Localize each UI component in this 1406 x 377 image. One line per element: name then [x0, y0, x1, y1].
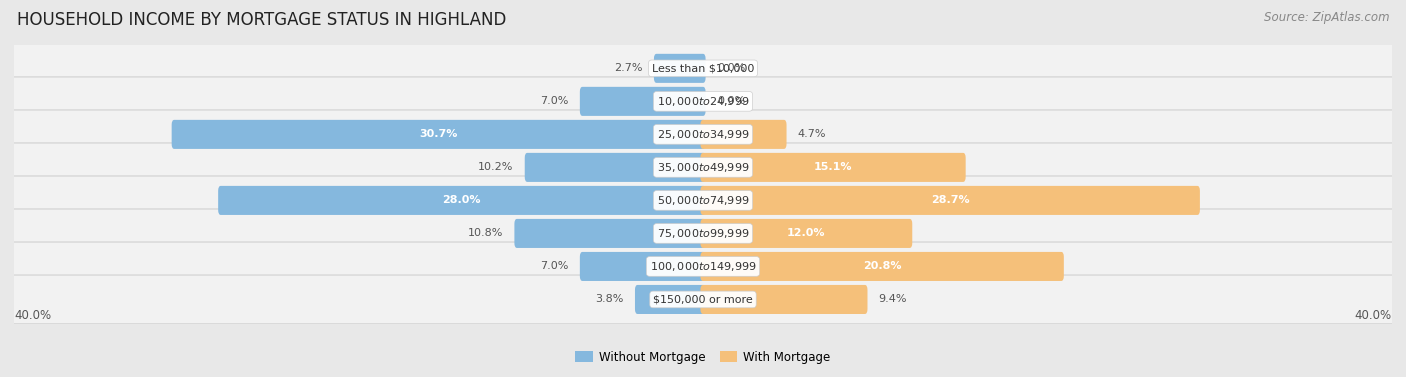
Text: Source: ZipAtlas.com: Source: ZipAtlas.com [1264, 11, 1389, 24]
FancyBboxPatch shape [8, 77, 1398, 126]
FancyBboxPatch shape [8, 176, 1398, 225]
Legend: Without Mortgage, With Mortgage: Without Mortgage, With Mortgage [571, 346, 835, 369]
Text: 0.0%: 0.0% [717, 63, 745, 74]
FancyBboxPatch shape [8, 275, 1398, 324]
Text: 7.0%: 7.0% [540, 261, 568, 271]
FancyBboxPatch shape [218, 186, 706, 215]
Text: 28.7%: 28.7% [931, 195, 970, 205]
Text: 10.8%: 10.8% [468, 228, 503, 238]
Text: 4.7%: 4.7% [797, 129, 827, 139]
Text: $10,000 to $24,999: $10,000 to $24,999 [657, 95, 749, 108]
FancyBboxPatch shape [700, 153, 966, 182]
FancyBboxPatch shape [8, 143, 1398, 192]
Text: 2.7%: 2.7% [614, 63, 643, 74]
FancyBboxPatch shape [579, 87, 706, 116]
Text: $50,000 to $74,999: $50,000 to $74,999 [657, 194, 749, 207]
Text: 0.0%: 0.0% [717, 97, 745, 106]
FancyBboxPatch shape [700, 219, 912, 248]
Text: 28.0%: 28.0% [443, 195, 481, 205]
Text: $25,000 to $34,999: $25,000 to $34,999 [657, 128, 749, 141]
Text: 12.0%: 12.0% [787, 228, 825, 238]
Text: HOUSEHOLD INCOME BY MORTGAGE STATUS IN HIGHLAND: HOUSEHOLD INCOME BY MORTGAGE STATUS IN H… [17, 11, 506, 29]
FancyBboxPatch shape [700, 120, 786, 149]
FancyBboxPatch shape [654, 54, 706, 83]
Text: $75,000 to $99,999: $75,000 to $99,999 [657, 227, 749, 240]
FancyBboxPatch shape [636, 285, 706, 314]
FancyBboxPatch shape [172, 120, 706, 149]
Text: 15.1%: 15.1% [814, 162, 852, 172]
Text: Less than $10,000: Less than $10,000 [652, 63, 754, 74]
Text: $150,000 or more: $150,000 or more [654, 294, 752, 305]
Text: 10.2%: 10.2% [478, 162, 513, 172]
FancyBboxPatch shape [700, 186, 1199, 215]
Text: $35,000 to $49,999: $35,000 to $49,999 [657, 161, 749, 174]
Text: 7.0%: 7.0% [540, 97, 568, 106]
Text: 40.0%: 40.0% [1355, 309, 1392, 322]
FancyBboxPatch shape [515, 219, 706, 248]
FancyBboxPatch shape [8, 44, 1398, 93]
FancyBboxPatch shape [8, 209, 1398, 258]
FancyBboxPatch shape [700, 252, 1064, 281]
FancyBboxPatch shape [579, 252, 706, 281]
FancyBboxPatch shape [524, 153, 706, 182]
FancyBboxPatch shape [8, 242, 1398, 291]
FancyBboxPatch shape [700, 285, 868, 314]
Text: $100,000 to $149,999: $100,000 to $149,999 [650, 260, 756, 273]
Text: 40.0%: 40.0% [14, 309, 51, 322]
Text: 20.8%: 20.8% [863, 261, 901, 271]
FancyBboxPatch shape [8, 110, 1398, 159]
Text: 9.4%: 9.4% [879, 294, 907, 305]
Text: 30.7%: 30.7% [419, 129, 458, 139]
Text: 3.8%: 3.8% [595, 294, 624, 305]
